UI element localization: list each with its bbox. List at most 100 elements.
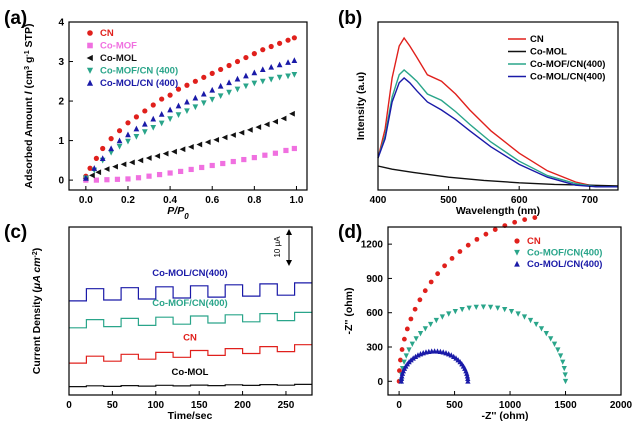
- scale-bar-label: 10 μA: [273, 236, 282, 258]
- point-a-co-mof: [178, 168, 184, 175]
- point-a-co-mof: [230, 158, 236, 165]
- point-a-co-mof: [135, 175, 142, 181]
- point-d-co-mof-cn-400: [428, 321, 434, 328]
- point-a-co-mof: [156, 171, 163, 178]
- legend-marker-cn: [87, 30, 93, 36]
- point-a-co-mof-cn-400: [243, 83, 249, 90]
- point-a-co-mol-cn-400: [150, 115, 157, 122]
- point-a-co-mol-cn-400: [184, 98, 190, 105]
- panel-c-ylabel: Current Density (μA cm-2): [31, 248, 43, 375]
- legend-label-co-mof-cn-400: Co-MOF/CN (400): [100, 66, 178, 77]
- panel-c-xtick-label: 100: [147, 400, 164, 411]
- panel-b-xtick-label: 600: [511, 195, 528, 206]
- point-d-cn: [435, 271, 441, 277]
- point-a-co-mof: [188, 166, 194, 173]
- point-a-cn: [150, 102, 156, 108]
- panel-c-xtick-label: 200: [234, 400, 251, 411]
- panel-c-curve-labels: Co-MOL/CN(400) Co-MOF/CN(400) CN Co-MOL: [152, 268, 227, 378]
- point-a-cn: [251, 51, 257, 57]
- point-a-co-mol-cn-400: [99, 155, 106, 161]
- legend-label-co-mof-cn-400: Co-MOF/CN(400): [530, 59, 605, 70]
- legend-label-co-mol-cn-400: Co-MOL/CN (400): [100, 78, 178, 89]
- point-a-co-mof: [220, 160, 226, 167]
- point-a-co-mol-cn-400: [243, 72, 249, 79]
- point-d-cn: [428, 279, 434, 285]
- point-a-cn: [108, 136, 114, 142]
- point-d-co-mof-cn-400: [466, 305, 472, 311]
- point-d-cn: [412, 306, 418, 312]
- point-a-co-mof-cn-400: [226, 89, 232, 96]
- scale-bar-arrow-up-icon: [286, 229, 292, 235]
- point-a-co-mof-cn-400: [108, 149, 114, 156]
- panel-a-xtick-label: 0.4: [163, 195, 177, 206]
- line-c-co-mol: [69, 383, 312, 388]
- point-d-co-mof-cn-400: [538, 326, 545, 332]
- legend-label-co-mol: Co-MOL: [100, 53, 137, 64]
- point-a-co-mol: [289, 110, 295, 117]
- panel-d-ytick-label: 900: [366, 274, 383, 285]
- point-d-cn: [401, 336, 407, 342]
- point-d-co-mof-cn-400: [521, 314, 528, 320]
- point-a-co-mol: [188, 144, 194, 150]
- point-a-cn: [243, 54, 249, 61]
- point-a-co-mof: [93, 177, 99, 183]
- point-a-co-mof-cn-400: [125, 138, 131, 145]
- point-a-co-mol-cn-400: [217, 82, 224, 89]
- point-d-co-mol-cn-400: [410, 355, 416, 361]
- panel-b-frame: [377, 21, 619, 191]
- point-d-cn: [417, 297, 423, 303]
- point-d-cn: [457, 249, 463, 254]
- scale-bar-arrow-down-icon: [286, 260, 292, 266]
- point-a-cn: [268, 43, 274, 50]
- point-a-co-mol-cn-400: [209, 86, 216, 93]
- point-d-cn: [408, 316, 414, 322]
- panel-d-ylabel: -Z'' (ohm): [343, 288, 355, 335]
- point-a-cn: [93, 155, 99, 161]
- point-a-co-mol-cn-400: [251, 69, 258, 76]
- point-d-co-mof-cn-400: [446, 311, 452, 317]
- point-a-co-mof-cn-400: [251, 80, 258, 87]
- point-a-co-mol-cn-400: [125, 131, 131, 138]
- point-a-co-mol: [112, 163, 118, 170]
- panel-c-xlabel: Time/sec: [168, 410, 213, 422]
- point-a-co-mof-cn-400: [167, 116, 173, 122]
- panel-a-xtick-label: 0.2: [121, 195, 135, 206]
- point-a-cn: [87, 165, 93, 171]
- point-a-cn: [125, 120, 131, 126]
- point-a-co-mof: [199, 164, 205, 171]
- point-a-co-mof-cn-400: [217, 93, 224, 100]
- point-d-co-mof-cn-400: [557, 353, 564, 359]
- point-a-co-mol-cn-400: [276, 61, 283, 68]
- point-a-cn: [192, 78, 198, 84]
- point-a-co-mof-cn-400: [285, 73, 291, 80]
- point-d-co-mof-cn-400: [515, 311, 521, 317]
- point-d-co-mof-cn-400: [561, 365, 567, 372]
- point-a-co-mol-cn-400: [175, 102, 182, 109]
- point-a-co-mol-cn-400: [141, 120, 148, 127]
- point-a-co-mol: [162, 150, 169, 157]
- point-a-co-mof: [272, 150, 279, 156]
- point-d-cn: [483, 231, 489, 237]
- panel-a-ytick-label: 4: [58, 18, 64, 29]
- point-d-co-mof-cn-400: [487, 304, 494, 311]
- panel-a-ticks: 0.0 0.2 0.4 0.6 0.8 1.0 0 1 2 3 4: [58, 18, 303, 207]
- legend-label-co-mof-cn-400: Co-MOF/CN(400): [527, 248, 602, 259]
- panel-d-xtick-label: 0: [396, 400, 402, 411]
- point-a-co-mof-cn-400: [141, 129, 148, 136]
- legend-marker-co-mol: [86, 54, 93, 62]
- point-a-co-mol-cn-400: [91, 165, 98, 171]
- point-a-cn: [277, 40, 283, 46]
- point-a-co-mol: [247, 127, 253, 133]
- legend-label-cn: CN: [527, 236, 541, 247]
- panel-d-xtick-label: 1500: [554, 400, 577, 411]
- point-a-co-mol-cn-400: [291, 57, 298, 63]
- point-d-co-mol-cn-400: [465, 378, 471, 384]
- point-a-co-mof: [146, 173, 152, 179]
- point-a-co-mol-cn-400: [108, 145, 114, 152]
- point-d-cn: [404, 326, 410, 332]
- point-a-cn: [116, 128, 123, 134]
- point-d-cn: [522, 217, 528, 223]
- point-d-co-mof-cn-400: [551, 341, 558, 347]
- panel-d-ytick-label: 300: [366, 343, 383, 354]
